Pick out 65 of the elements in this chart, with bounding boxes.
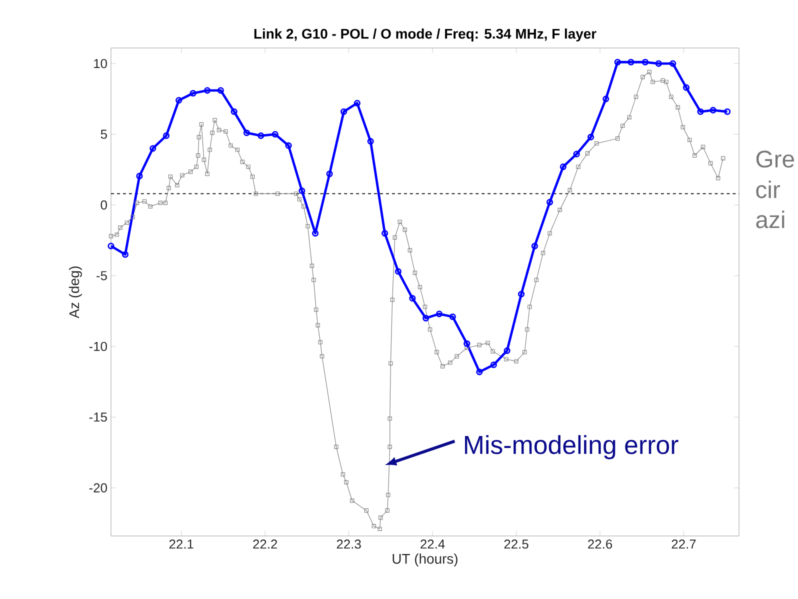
- chart-title: Link 2, G10 - POL / O mode / Freq: 5.34 MHz, F layer: [254, 28, 596, 42]
- point: [122, 251, 129, 258]
- point: [230, 108, 238, 115]
- point: [602, 96, 610, 102]
- y-tick-label: 10: [94, 58, 107, 68]
- text: cir: [756, 180, 780, 198]
- point: [504, 347, 510, 354]
- point: [588, 134, 594, 140]
- point: [162, 132, 170, 139]
- point: [655, 60, 662, 67]
- x-axis-title: UT (hours): [392, 554, 458, 567]
- point: [518, 290, 525, 298]
- point: [272, 130, 278, 138]
- point: [326, 170, 333, 178]
- point: [573, 150, 580, 158]
- point: [642, 58, 649, 66]
- point: [354, 100, 360, 106]
- y-axis-title: Az (deg): [68, 266, 82, 318]
- y-tick-label: 5: [100, 130, 107, 139]
- point: [490, 362, 497, 368]
- text: Gre: [756, 150, 794, 168]
- y-tick-label: -10: [89, 342, 107, 352]
- point: [682, 84, 690, 91]
- point: [217, 87, 224, 94]
- point: [340, 108, 348, 115]
- point: [464, 340, 470, 347]
- point: [436, 310, 443, 318]
- y-tick-label: -5: [96, 271, 107, 280]
- point: [422, 314, 430, 322]
- point: [382, 230, 388, 237]
- x-tick-label: 22.7: [672, 540, 696, 549]
- x-tick-label: 22.3: [336, 540, 361, 549]
- y-tick-label: -20: [89, 483, 107, 492]
- point: [628, 58, 634, 66]
- text: azi: [756, 210, 784, 228]
- point: [394, 268, 402, 275]
- point: [710, 106, 716, 114]
- y-tick-label: -15: [89, 412, 107, 422]
- point: [190, 90, 196, 97]
- x-tick-label: 22.4: [420, 540, 445, 549]
- point: [449, 313, 456, 320]
- point: [204, 87, 211, 94]
- point: [560, 164, 566, 170]
- point: [670, 60, 676, 67]
- point: [409, 295, 416, 302]
- y-tick-label: 0: [100, 200, 107, 210]
- point: [614, 58, 621, 66]
- x-tick-label: 22.6: [588, 540, 612, 549]
- point: [150, 145, 156, 152]
- point: [298, 188, 306, 194]
- point: [312, 230, 319, 237]
- x-tick-label: 22.2: [253, 540, 278, 549]
- x-tick-label: 22.1: [169, 540, 194, 549]
- point: [367, 138, 374, 145]
- annotation: Mis-modeling error: [465, 435, 678, 460]
- point: [258, 132, 264, 139]
- point: [285, 142, 292, 149]
- point: [697, 108, 704, 115]
- point: [476, 368, 483, 376]
- point: [531, 242, 538, 250]
- x-tick-label: 22.5: [504, 540, 528, 549]
- point: [176, 97, 182, 104]
- point: [243, 130, 250, 136]
- point: [136, 172, 143, 180]
- point: [546, 198, 554, 206]
